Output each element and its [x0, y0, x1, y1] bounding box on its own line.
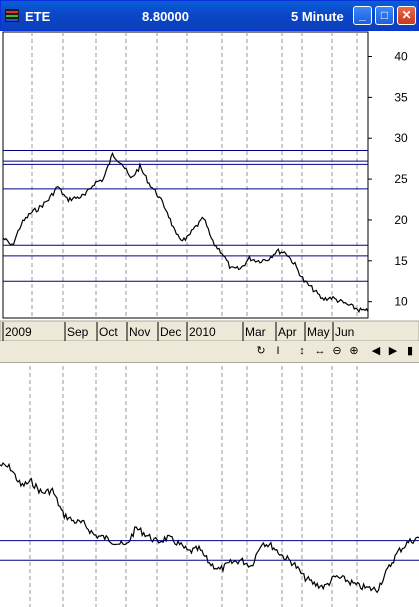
- price-chart: 10 15 20 25 30 35 40 2009 Sep Oct Nov Dec 2010 Mar Apr…: [0, 31, 419, 342]
- scroll-right-icon[interactable]: ▶: [388, 345, 398, 357]
- cursor-icon[interactable]: I: [276, 345, 280, 357]
- x-tick-label: Mar: [245, 325, 266, 339]
- x-tick-label: May: [307, 325, 330, 339]
- chart-app-icon: [5, 9, 19, 22]
- x-tick-label: Oct: [99, 325, 118, 339]
- zoom-in-icon[interactable]: ⊕: [349, 345, 359, 357]
- y-tick-label: 20: [394, 213, 408, 227]
- horizontal-scale-icon[interactable]: ↔: [314, 345, 326, 357]
- symbol-label: ETE: [25, 9, 51, 24]
- plot-frame: [2, 31, 369, 319]
- price-line: [2, 151, 369, 314]
- indicator-line: [0, 462, 419, 594]
- y-tick-label: 35: [394, 90, 408, 104]
- x-tick-label: Jun: [335, 325, 354, 339]
- end-icon[interactable]: ▮: [406, 345, 414, 357]
- last-price: 8.80000: [142, 9, 189, 24]
- x-tick-label: Sep: [67, 325, 89, 339]
- window-titlebar[interactable]: ETE 8.80000 5 Minute _ □ ✕: [0, 0, 419, 31]
- x-tick-label: 2010: [189, 325, 216, 339]
- chart-area[interactable]: 10 15 20 25 30 35 40 2009 Sep Oct Nov Dec 2010 Mar Apr…: [0, 31, 419, 607]
- x-tick-label: Apr: [278, 325, 297, 339]
- y-tick-label: 30: [394, 131, 408, 145]
- interval-label: 5 Minute: [291, 9, 344, 24]
- x-tick-label: Dec: [160, 325, 181, 339]
- y-tick-label: 15: [394, 254, 408, 268]
- indicator-chart: [0, 366, 419, 607]
- y-tick-label: 10: [394, 295, 408, 309]
- cycle-icon[interactable]: ↻: [256, 345, 266, 357]
- chart-toolbar: ↻ I ↕ ↔ ⊖ ⊕ ◀ ▶ ▮: [0, 341, 419, 363]
- x-tick-label: Nov: [129, 325, 150, 339]
- chart-canvas[interactable]: 10 15 20 25 30 35 40 2009 Sep Oct Nov Dec 2010 Mar Apr…: [0, 31, 419, 607]
- minimize-button[interactable]: _: [353, 6, 372, 25]
- zoom-out-icon[interactable]: ⊖: [332, 345, 342, 357]
- vertical-scale-icon[interactable]: ↕: [299, 345, 305, 357]
- scroll-left-icon[interactable]: ◀: [371, 345, 381, 357]
- y-tick-label: 25: [394, 172, 408, 186]
- x-tick-label: 2009: [5, 325, 32, 339]
- y-tick-label: 40: [394, 50, 408, 64]
- maximize-button[interactable]: □: [375, 6, 394, 25]
- close-button[interactable]: ✕: [397, 6, 416, 25]
